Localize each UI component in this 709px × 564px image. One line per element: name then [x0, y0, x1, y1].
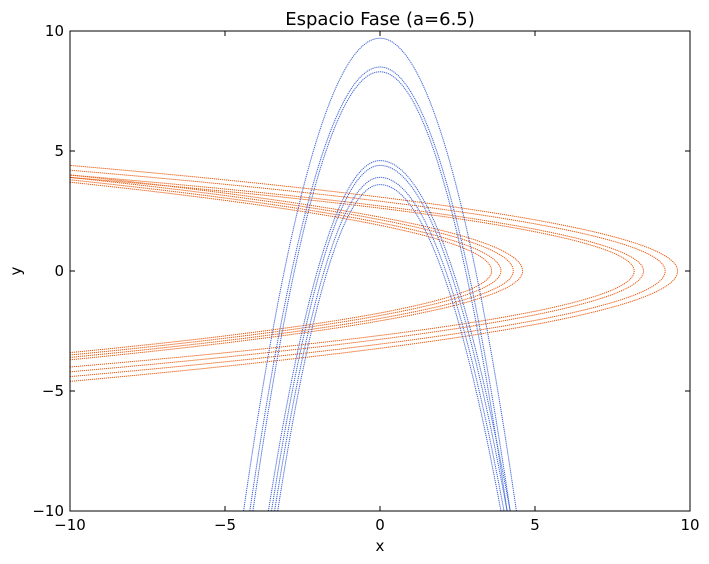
y-tick-label: −10: [32, 502, 64, 520]
x-tick-label: −10: [54, 516, 86, 534]
series-0: [70, 164, 679, 382]
data-layer: [70, 37, 679, 511]
series-1-orbit-0: [243, 37, 517, 511]
chart-title: Espacio Fase (a=6.5): [285, 9, 475, 30]
x-tick-label: 10: [680, 516, 699, 534]
series-0-orbit-2: [70, 174, 644, 373]
series-1-orbit-5: [274, 176, 505, 511]
series-1: [243, 37, 517, 511]
series-0-orbit-4: [70, 174, 524, 361]
series-0-orbit-1: [70, 169, 666, 378]
x-tick-label: −5: [214, 516, 236, 534]
series-1-orbit-1: [249, 66, 511, 511]
series-0-orbit-6: [70, 179, 502, 356]
series-1-orbit-6: [277, 184, 502, 511]
ticks-layer: [69, 30, 691, 512]
x-tick-label: 0: [375, 516, 385, 534]
y-axis-label: y: [7, 266, 25, 275]
y-tick-label: 5: [54, 142, 64, 160]
series-0-orbit-0: [70, 164, 679, 382]
x-tick-label: 5: [530, 516, 540, 534]
y-tick-label: −5: [42, 382, 64, 400]
y-tick-label: 0: [54, 262, 64, 280]
tick-labels-layer: −10 −5 0 5 10 −10 −5 0 5 10: [32, 22, 699, 534]
series-1-orbit-3: [267, 160, 511, 511]
x-axis-label: x: [376, 537, 385, 555]
series-1-orbit-4: [271, 164, 508, 511]
series-0-orbit-5: [70, 176, 514, 358]
series-1-orbit-2: [252, 71, 508, 511]
series-0-orbit-7: [70, 181, 493, 354]
y-tick-label: 10: [45, 22, 64, 40]
